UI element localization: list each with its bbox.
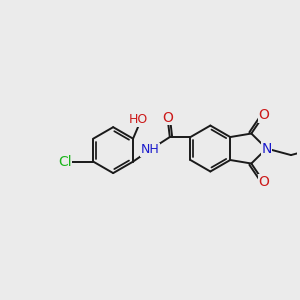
Text: N: N bbox=[261, 142, 272, 155]
Text: O: O bbox=[162, 110, 173, 124]
Text: NH: NH bbox=[141, 143, 160, 156]
Text: Cl: Cl bbox=[58, 154, 71, 169]
Text: O: O bbox=[258, 175, 269, 189]
Text: HO: HO bbox=[128, 113, 148, 126]
Text: O: O bbox=[258, 108, 269, 122]
